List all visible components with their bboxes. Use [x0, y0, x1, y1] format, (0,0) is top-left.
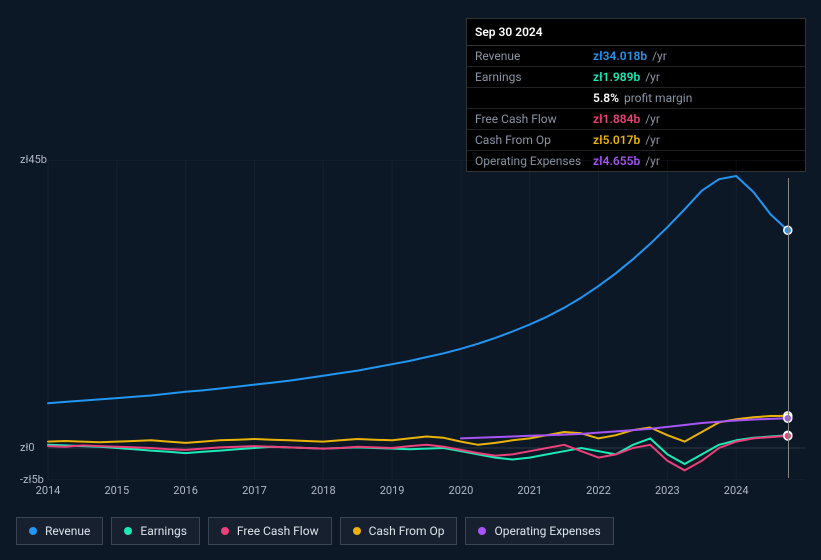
x-axis-label: 2021 [517, 484, 542, 497]
tooltip-label: Revenue [475, 49, 593, 63]
legend-item[interactable]: Revenue [16, 517, 103, 545]
x-axis-label: 2017 [242, 484, 267, 497]
legend-dot [124, 527, 132, 535]
x-axis-label: 2015 [104, 484, 129, 497]
financials-chart [16, 160, 805, 480]
legend-dot [353, 527, 361, 535]
tooltip-row: Revenuezł34.018b /yr [467, 46, 805, 67]
tooltip-row-extra: 5.8% profit margin [467, 88, 805, 109]
legend-item[interactable]: Earnings [111, 517, 200, 545]
x-axis-label: 2018 [311, 484, 336, 497]
legend-label: Revenue [45, 524, 90, 538]
series-cfo [48, 416, 788, 445]
tooltip-value: zł34.018b /yr [593, 49, 667, 63]
tooltip-date: Sep 30 2024 [467, 19, 805, 46]
series-revenue [48, 176, 788, 403]
legend-label: Cash From Op [369, 524, 445, 538]
tooltip-value: zł1.989b /yr [593, 70, 660, 84]
series-opex [461, 418, 788, 438]
x-axis-label: 2023 [655, 484, 680, 497]
legend-item[interactable]: Cash From Op [340, 517, 458, 545]
chart-guideline [788, 178, 789, 478]
tooltip-row: Cash From Opzł5.017b /yr [467, 130, 805, 151]
tooltip-label: Cash From Op [475, 133, 593, 147]
legend-dot [221, 527, 229, 535]
legend-item[interactable]: Operating Expenses [465, 517, 613, 545]
x-axis-label: 2022 [586, 484, 611, 497]
x-axis-label: 2019 [380, 484, 405, 497]
tooltip-label: Free Cash Flow [475, 112, 593, 126]
x-axis-labels: 2014 2015 2016 2017 2018 2019 2020 2021 2022 2023… [16, 484, 805, 500]
chart-legend: Revenue Earnings Free Cash Flow Cash From O… [16, 517, 614, 545]
legend-label: Free Cash Flow [237, 524, 319, 538]
tooltip-value: zł5.017b /yr [593, 133, 660, 147]
x-axis-label: 2020 [449, 484, 474, 497]
x-axis-label: 2024 [724, 484, 749, 497]
legend-dot [29, 527, 37, 535]
tooltip-value: zł1.884b /yr [593, 112, 660, 126]
tooltip-row: Free Cash Flowzł1.884b /yr [467, 109, 805, 130]
chart-tooltip: Sep 30 2024 Revenuezł34.018b /yrEarnings… [466, 18, 806, 172]
legend-item[interactable]: Free Cash Flow [208, 517, 332, 545]
x-axis-label: 2014 [36, 484, 61, 497]
legend-dot [478, 527, 486, 535]
legend-label: Operating Expenses [494, 524, 600, 538]
legend-label: Earnings [140, 524, 187, 538]
x-axis-label: 2016 [173, 484, 198, 497]
tooltip-row: Earningszł1.989b /yr [467, 67, 805, 88]
tooltip-label: Earnings [475, 70, 593, 84]
